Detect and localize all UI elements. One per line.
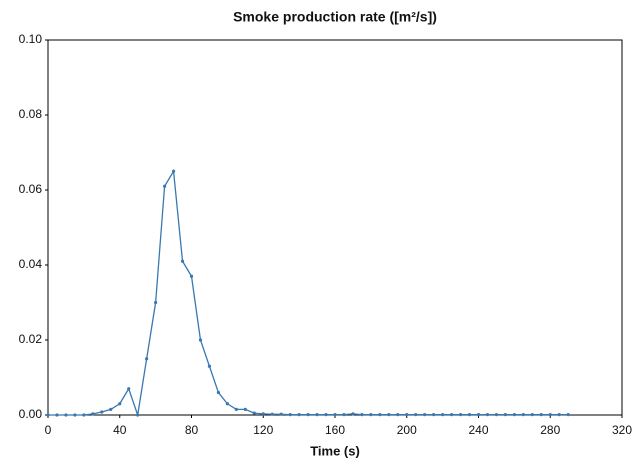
data-point bbox=[566, 413, 570, 417]
data-point bbox=[243, 407, 247, 411]
x-tick-label: 80 bbox=[185, 423, 199, 437]
data-point bbox=[351, 412, 355, 416]
data-point bbox=[333, 413, 337, 417]
data-point bbox=[467, 413, 472, 417]
data-point bbox=[458, 413, 463, 417]
data-point bbox=[539, 413, 543, 417]
data-point bbox=[64, 413, 68, 417]
data-point bbox=[449, 413, 454, 417]
data-point bbox=[82, 413, 86, 417]
data-point bbox=[234, 407, 238, 411]
data-point bbox=[55, 413, 59, 417]
series-line bbox=[48, 169, 569, 416]
data-point bbox=[136, 413, 140, 417]
data-point bbox=[441, 413, 445, 417]
data-point bbox=[127, 387, 131, 391]
data-point bbox=[306, 413, 310, 417]
data-point bbox=[252, 411, 256, 415]
data-point bbox=[476, 413, 481, 417]
data-point bbox=[432, 413, 436, 417]
data-point bbox=[198, 338, 203, 342]
y-tick-label: 0.06 bbox=[19, 182, 43, 196]
data-point bbox=[521, 413, 525, 417]
data-point bbox=[100, 410, 104, 414]
chart-title: Smoke production rate ([m²/s]) bbox=[233, 9, 437, 25]
data-point bbox=[279, 412, 283, 416]
data-point bbox=[171, 169, 176, 173]
data-point bbox=[225, 402, 229, 406]
data-point bbox=[342, 413, 346, 417]
data-point bbox=[494, 413, 499, 417]
x-tick-label: 240 bbox=[468, 423, 488, 437]
data-point bbox=[109, 407, 113, 411]
data-point bbox=[324, 413, 328, 417]
data-point bbox=[387, 413, 391, 417]
data-point bbox=[154, 300, 158, 305]
data-point bbox=[145, 357, 149, 361]
data-point bbox=[315, 413, 319, 417]
data-point bbox=[396, 413, 400, 417]
data-point bbox=[91, 412, 95, 416]
plot-frame bbox=[47, 39, 623, 416]
data-point bbox=[216, 390, 221, 395]
x-tick-label: 200 bbox=[397, 423, 417, 437]
data-point bbox=[297, 413, 301, 417]
y-tick-label: 0.08 bbox=[19, 107, 43, 121]
x-tick-label: 160 bbox=[325, 423, 345, 437]
data-point bbox=[189, 274, 194, 278]
data-point bbox=[288, 413, 292, 417]
data-point bbox=[423, 413, 427, 417]
data-point bbox=[73, 413, 77, 417]
data-point bbox=[503, 413, 508, 417]
data-point bbox=[378, 413, 382, 417]
x-tick-label: 280 bbox=[540, 423, 560, 437]
data-point bbox=[530, 413, 534, 417]
data-point bbox=[162, 184, 167, 188]
x-axis-label: Time (s) bbox=[310, 443, 360, 458]
data-point bbox=[207, 364, 212, 368]
data-point bbox=[270, 412, 274, 416]
data-point bbox=[369, 413, 373, 417]
data-point bbox=[360, 413, 364, 417]
data-point bbox=[512, 413, 516, 417]
data-point bbox=[557, 413, 561, 417]
data-point bbox=[46, 413, 50, 417]
data-point bbox=[405, 413, 409, 417]
data-point bbox=[485, 413, 490, 417]
y-tick-label: 0.00 bbox=[19, 407, 43, 421]
x-tick-label: 320 bbox=[612, 423, 632, 437]
data-point bbox=[261, 412, 265, 416]
x-tick-label: 120 bbox=[253, 423, 273, 437]
x-tick-label: 40 bbox=[113, 423, 127, 437]
data-point bbox=[118, 402, 122, 406]
y-tick-label: 0.04 bbox=[19, 257, 43, 271]
x-tick-label: 0 bbox=[45, 423, 52, 437]
y-tick-label: 0.02 bbox=[19, 332, 43, 346]
data-point bbox=[180, 259, 185, 263]
y-tick-label: 0.10 bbox=[19, 32, 43, 46]
data-point bbox=[414, 413, 418, 417]
data-point bbox=[548, 413, 552, 417]
